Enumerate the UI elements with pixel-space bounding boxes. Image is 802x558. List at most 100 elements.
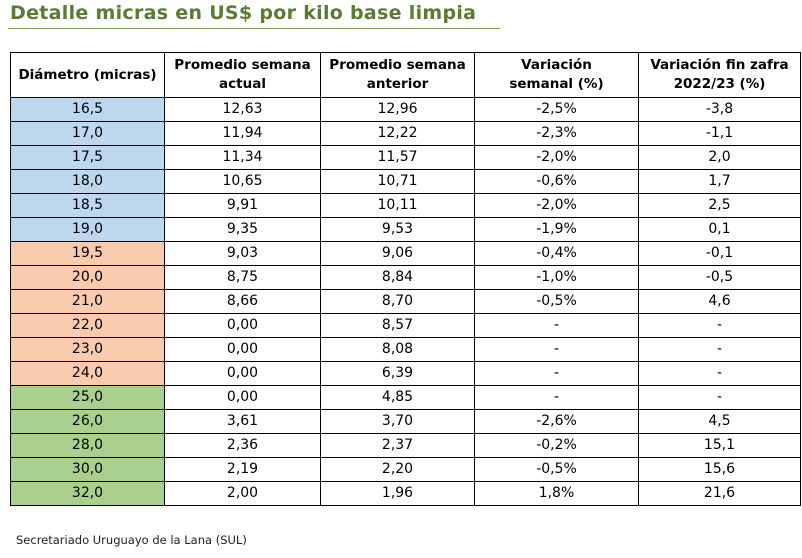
- variacion-zafra-cell: 2,0: [638, 145, 801, 170]
- variacion-zafra-cell: 15,6: [638, 457, 801, 482]
- promedio-anterior-cell: 4,85: [320, 385, 475, 410]
- variacion-zafra-cell: -0,5: [638, 265, 801, 290]
- variacion-semanal-cell: -2,5%: [474, 97, 639, 122]
- promedio-actual-cell: 0,00: [164, 361, 321, 386]
- table-row: 18,0 10,65 10,71 -0,6% 1,7: [10, 169, 801, 194]
- diametro-cell: 16,5: [10, 97, 165, 122]
- table-row: 26,0 3,61 3,70 -2,6% 4,5: [10, 409, 801, 434]
- variacion-zafra-cell: -: [638, 337, 801, 362]
- promedio-actual-cell: 2,36: [164, 433, 321, 458]
- source-footnote: Secretariado Uruguayo de la Lana (SUL): [16, 533, 247, 547]
- variacion-zafra-cell: 2,5: [638, 193, 801, 218]
- table-row: 20,0 8,75 8,84 -1,0% -0,5: [10, 265, 801, 290]
- diametro-cell: 25,0: [10, 385, 165, 410]
- diametro-cell: 24,0: [10, 361, 165, 386]
- variacion-semanal-cell: -0,2%: [474, 433, 639, 458]
- table-row: 18,5 9,91 10,11 -2,0% 2,5: [10, 193, 801, 218]
- header-promedio-actual: Promedio semana actual: [164, 52, 321, 98]
- promedio-actual-cell: 0,00: [164, 385, 321, 410]
- table-row: 16,5 12,63 12,96 -2,5% -3,8: [10, 97, 801, 122]
- table-row: 21,0 8,66 8,70 -0,5% 4,6: [10, 289, 801, 314]
- variacion-semanal-cell: -: [474, 361, 639, 386]
- diametro-cell: 19,5: [10, 241, 165, 266]
- table-row: 30,0 2,19 2,20 -0,5% 15,6: [10, 457, 801, 482]
- diametro-cell: 22,0: [10, 313, 165, 338]
- table-row: 25,0 0,00 4,85- -: [10, 385, 801, 410]
- promedio-anterior-cell: 10,71: [320, 169, 475, 194]
- diametro-cell: 18,5: [10, 193, 165, 218]
- promedio-anterior-cell: 9,06: [320, 241, 475, 266]
- promedio-anterior-cell: 1,96: [320, 481, 475, 506]
- promedio-anterior-cell: 3,70: [320, 409, 475, 434]
- promedio-anterior-cell: 8,70: [320, 289, 475, 314]
- variacion-zafra-cell: -: [638, 313, 801, 338]
- diametro-cell: 28,0: [10, 433, 165, 458]
- header-variacion-zafra: Variación fin zafra 2022/23 (%): [638, 52, 801, 98]
- table-row: 19,5 9,03 9,06 -0,4% -0,1: [10, 241, 801, 266]
- variacion-semanal-cell: -: [474, 385, 639, 410]
- diametro-cell: 17,5: [10, 145, 165, 170]
- promedio-actual-cell: 0,00: [164, 313, 321, 338]
- promedio-actual-cell: 9,91: [164, 193, 321, 218]
- table-row: 17,5 11,34 11,57 -2,0% 2,0: [10, 145, 801, 170]
- variacion-semanal-cell: -2,6%: [474, 409, 639, 434]
- promedio-actual-cell: 12,63: [164, 97, 321, 122]
- variacion-semanal-cell: -0,5%: [474, 289, 639, 314]
- header-row: Diámetro (micras) Promedio semana actual…: [10, 52, 801, 98]
- variacion-semanal-cell: -0,5%: [474, 457, 639, 482]
- variacion-semanal-cell: 1,8%: [474, 481, 639, 506]
- variacion-semanal-cell: -: [474, 313, 639, 338]
- diametro-cell: 32,0: [10, 481, 165, 506]
- promedio-actual-cell: 3,61: [164, 409, 321, 434]
- table-row: 28,0 2,36 2,37 -0,2% 15,1: [10, 433, 801, 458]
- variacion-semanal-cell: -1,0%: [474, 265, 639, 290]
- promedio-anterior-cell: 11,57: [320, 145, 475, 170]
- diametro-cell: 19,0: [10, 217, 165, 242]
- table-row: 32,0 2,00 1,96 1,8% 21,6: [10, 481, 801, 506]
- variacion-zafra-cell: 21,6: [638, 481, 801, 506]
- diametro-cell: 20,0: [10, 265, 165, 290]
- promedio-actual-cell: 11,34: [164, 145, 321, 170]
- promedio-anterior-cell: 6,39: [320, 361, 475, 386]
- variacion-zafra-cell: 15,1: [638, 433, 801, 458]
- promedio-anterior-cell: 12,22: [320, 121, 475, 146]
- promedio-actual-cell: 10,65: [164, 169, 321, 194]
- promedio-anterior-cell: 2,37: [320, 433, 475, 458]
- promedio-anterior-cell: 8,84: [320, 265, 475, 290]
- variacion-semanal-cell: -2,0%: [474, 193, 639, 218]
- variacion-zafra-cell: -: [638, 385, 801, 410]
- promedio-actual-cell: 9,03: [164, 241, 321, 266]
- table-row: 23,0 0,00 8,08- -: [10, 337, 801, 362]
- promedio-actual-cell: 2,19: [164, 457, 321, 482]
- diametro-cell: 18,0: [10, 169, 165, 194]
- variacion-zafra-cell: 1,7: [638, 169, 801, 194]
- variacion-zafra-cell: 0,1: [638, 217, 801, 242]
- table-row: 24,0 0,00 6,39- -: [10, 361, 801, 386]
- table-row: 22,0 0,00 8,57- -: [10, 313, 801, 338]
- promedio-anterior-cell: 9,53: [320, 217, 475, 242]
- header-diametro: Diámetro (micras): [10, 52, 165, 98]
- table-row: 19,0 9,35 9,53 -1,9% 0,1: [10, 217, 801, 242]
- header-promedio-anterior: Promedio semana anterior: [320, 52, 475, 98]
- title-underline: [8, 28, 500, 29]
- promedio-actual-cell: 9,35: [164, 217, 321, 242]
- page-title: Detalle micras en US$ por kilo base limp…: [10, 2, 477, 24]
- table-row: 17,0 11,94 12,22 -2,3% -1,1: [10, 121, 801, 146]
- promedio-anterior-cell: 2,20: [320, 457, 475, 482]
- promedio-actual-cell: 8,75: [164, 265, 321, 290]
- diametro-cell: 17,0: [10, 121, 165, 146]
- promedio-anterior-cell: 12,96: [320, 97, 475, 122]
- variacion-zafra-cell: -1,1: [638, 121, 801, 146]
- variacion-zafra-cell: 4,6: [638, 289, 801, 314]
- variacion-zafra-cell: -: [638, 361, 801, 386]
- promedio-anterior-cell: 10,11: [320, 193, 475, 218]
- micras-table: Diámetro (micras) Promedio semana actual…: [10, 52, 801, 506]
- diametro-cell: 26,0: [10, 409, 165, 434]
- promedio-anterior-cell: 8,57: [320, 313, 475, 338]
- variacion-zafra-cell: -0,1: [638, 241, 801, 266]
- variacion-zafra-cell: -3,8: [638, 97, 801, 122]
- variacion-semanal-cell: -1,9%: [474, 217, 639, 242]
- variacion-semanal-cell: -: [474, 337, 639, 362]
- promedio-actual-cell: 0,00: [164, 337, 321, 362]
- variacion-semanal-cell: -2,0%: [474, 145, 639, 170]
